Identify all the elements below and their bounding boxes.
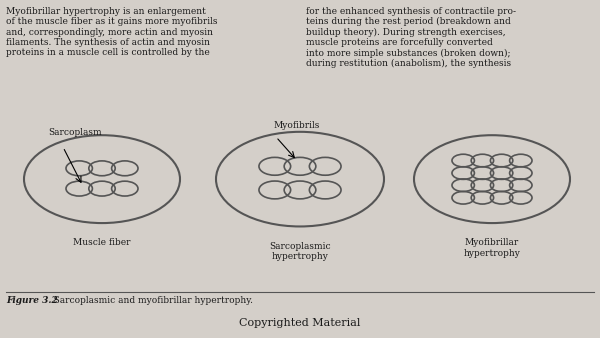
Text: Myofibrillar hypertrophy is an enlargement
of the muscle fiber as it gains more : Myofibrillar hypertrophy is an enlargeme… <box>6 7 218 57</box>
Text: Myofibrils: Myofibrils <box>273 121 319 130</box>
Text: Sarcoplasm: Sarcoplasm <box>48 128 101 137</box>
Text: Sarcoplasmic and myofibrillar hypertrophy.: Sarcoplasmic and myofibrillar hypertroph… <box>45 296 253 305</box>
Text: Muscle fiber: Muscle fiber <box>73 238 131 247</box>
Text: for the enhanced synthesis of contractile pro-
teins during the rest period (bre: for the enhanced synthesis of contractil… <box>306 7 516 68</box>
Text: Copyrighted Material: Copyrighted Material <box>239 318 361 328</box>
Text: Sarcoplasmic
hypertrophy: Sarcoplasmic hypertrophy <box>269 242 331 261</box>
Text: Myofibrillar
hypertrophy: Myofibrillar hypertrophy <box>464 238 520 258</box>
Text: Figure 3.2: Figure 3.2 <box>6 296 58 305</box>
